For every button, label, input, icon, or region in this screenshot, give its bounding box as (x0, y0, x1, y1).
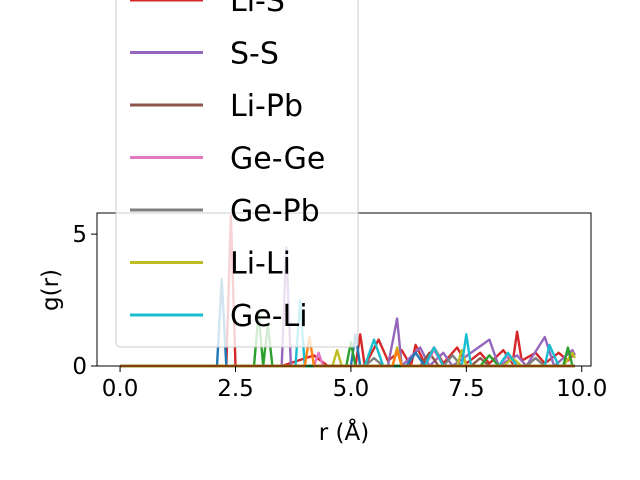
legend-label: Ge-Ge (230, 142, 325, 177)
y-tick-label: 5 (72, 222, 87, 248)
legend: Li-S S-S Li-Pb Ge-Ge Ge-Pb Li-Li Ge-Li (115, 0, 359, 348)
legend-label: Li-Pb (230, 89, 303, 124)
legend-label: Li-S (230, 0, 285, 19)
x-axis: 0.0 2.5 5.0 7.5 10.0 (102, 366, 607, 402)
series-line-ge-pb (120, 354, 575, 368)
x-tick-label: 0.0 (102, 376, 139, 402)
legend-label: Li-Li (230, 247, 291, 282)
x-tick-label: 5.0 (333, 376, 370, 402)
x-axis-label: r (Å) (319, 418, 369, 446)
legend-label: Ge-Pb (230, 194, 320, 229)
legend-frame (115, 0, 359, 348)
y-axis-label: g(r) (38, 269, 64, 311)
legend-label: Ge-Li (230, 299, 308, 334)
x-tick-label: 7.5 (448, 376, 485, 402)
legend-label: S-S (230, 37, 279, 72)
x-tick-label: 10.0 (556, 376, 607, 402)
y-axis: 05 (72, 222, 97, 380)
x-tick-label: 2.5 (217, 376, 254, 402)
y-tick-label: 0 (72, 354, 87, 380)
